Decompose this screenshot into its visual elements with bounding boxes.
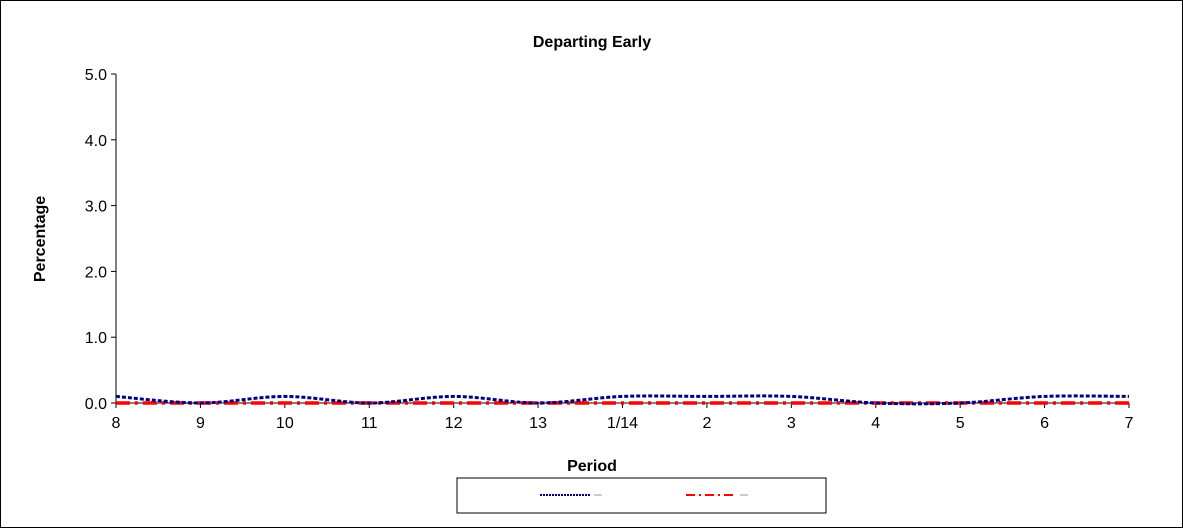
x-tick-label: 6 <box>1040 415 1049 432</box>
x-tick-label: 3 <box>787 415 796 432</box>
x-tick-label: 9 <box>196 415 205 432</box>
y-tick-label: 4.0 <box>85 133 107 150</box>
y-tick-label: 3.0 <box>85 199 107 216</box>
x-tick-label: 13 <box>529 415 547 432</box>
x-tick-label: 5 <box>956 415 965 432</box>
legend-box <box>456 477 827 514</box>
x-tick-label: 2 <box>702 415 711 432</box>
chart-title: Departing Early <box>533 34 651 51</box>
y-axis-title: Percentage <box>32 196 49 282</box>
legend <box>456 477 827 514</box>
x-axis-title: Period <box>567 458 617 475</box>
x-tick-label: 7 <box>1125 415 1134 432</box>
x-tick-label: 1/14 <box>607 415 638 432</box>
x-tick-label: 10 <box>276 415 294 432</box>
y-tick-label: 2.0 <box>85 264 107 281</box>
x-tick-label: 4 <box>871 415 880 432</box>
x-tick-label: 11 <box>361 415 378 432</box>
y-tick-label: 1.0 <box>85 330 107 347</box>
y-tick-label: 0.0 <box>85 396 107 413</box>
x-tick-label: 12 <box>445 415 463 432</box>
y-tick-label: 5.0 <box>85 67 107 84</box>
x-tick-label: 8 <box>112 415 121 432</box>
axes: 0.0 1.0 2.0 3.0 4.0 5.0 8 9 10 11 12 13 1/14 2 3 4 5 6 7 <box>85 67 1134 432</box>
series-layer <box>115 394 1130 406</box>
